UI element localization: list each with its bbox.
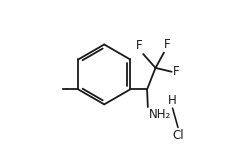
- Text: F: F: [164, 38, 170, 51]
- Text: Cl: Cl: [172, 129, 183, 142]
- Text: NH₂: NH₂: [148, 108, 170, 121]
- Text: F: F: [172, 65, 178, 78]
- Text: H: H: [167, 94, 175, 107]
- Text: F: F: [136, 39, 142, 52]
